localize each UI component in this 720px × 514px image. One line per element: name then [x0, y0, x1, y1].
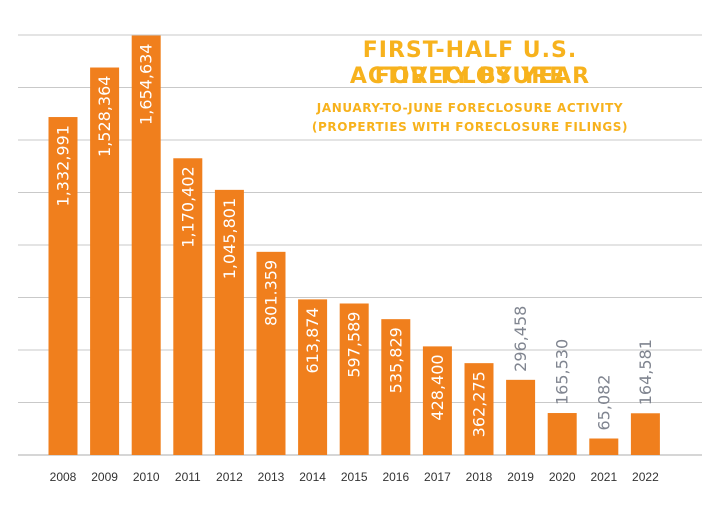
data-label-2016: 535,829	[386, 327, 405, 393]
bar-2014	[298, 299, 328, 455]
x-tick-2017: 2017	[424, 470, 451, 484]
data-label-2022: 164,581	[636, 339, 655, 405]
x-tick-2021: 2021	[590, 470, 617, 484]
x-tick-labels: 2008 2009 2010 2011 2012 2013 2014 2015 2016 2017…	[50, 470, 659, 484]
data-label-2008: 1,332,991	[54, 125, 73, 206]
bar-2022	[630, 413, 660, 455]
data-label-2009: 1,528,364	[95, 76, 114, 157]
data-label-2018: 362,275	[470, 371, 489, 437]
bar-2013	[256, 251, 286, 455]
x-tick-2014: 2014	[299, 470, 326, 484]
bar-2012	[214, 189, 244, 455]
bar-2017	[422, 346, 452, 455]
bar-2021	[589, 438, 619, 455]
data-label-2010: 1,654,634	[137, 44, 156, 125]
bar-2018	[464, 363, 494, 455]
data-label-2012: 1,045,801	[220, 198, 239, 279]
data-label-2017: 428,400	[428, 354, 447, 420]
x-tick-2013: 2013	[258, 470, 285, 484]
data-label-2014: 613,874	[303, 307, 322, 373]
x-tick-2022: 2022	[632, 470, 659, 484]
x-tick-2020: 2020	[549, 470, 576, 484]
bar-2011	[173, 158, 203, 455]
bar-2016	[381, 319, 411, 455]
x-tick-2015: 2015	[341, 470, 368, 484]
x-tick-2011: 2011	[175, 470, 201, 484]
data-label-2021: 65,082	[594, 375, 613, 431]
bar-2019	[506, 379, 536, 455]
bar-2020	[547, 413, 577, 455]
data-label-2019: 296,458	[511, 306, 530, 372]
data-label-2011: 1,170,402	[178, 166, 197, 247]
data-labels: 1,332,991 1,528,364 1,654,634 1,170,402 1,04…	[54, 44, 655, 438]
data-label-2013: 801.359	[262, 260, 281, 326]
chart-title-line-1: First-Half U.S. Foreclosure	[362, 38, 578, 89]
bar-2008	[48, 117, 78, 455]
x-tick-2019: 2019	[507, 470, 534, 484]
bar-2010	[131, 35, 161, 455]
data-label-2015: 597,589	[345, 311, 364, 377]
x-tick-2008: 2008	[50, 470, 77, 484]
chart-title-line-2: Activity by Year	[349, 64, 591, 89]
x-tick-2012: 2012	[216, 470, 243, 484]
chart-subtitle-line-2: (Properties with Foreclosure Filings)	[311, 120, 629, 134]
x-tick-2018: 2018	[466, 470, 493, 484]
bars	[48, 35, 660, 455]
x-tick-2016: 2016	[382, 470, 409, 484]
bar-2015	[339, 303, 369, 455]
x-tick-2009: 2009	[91, 470, 118, 484]
data-label-2020: 165,530	[553, 339, 572, 405]
bar-2009	[90, 67, 120, 455]
chart-subtitle-line-1: January-to-June Foreclosure Activity	[316, 101, 624, 115]
x-tick-2010: 2010	[133, 470, 160, 484]
